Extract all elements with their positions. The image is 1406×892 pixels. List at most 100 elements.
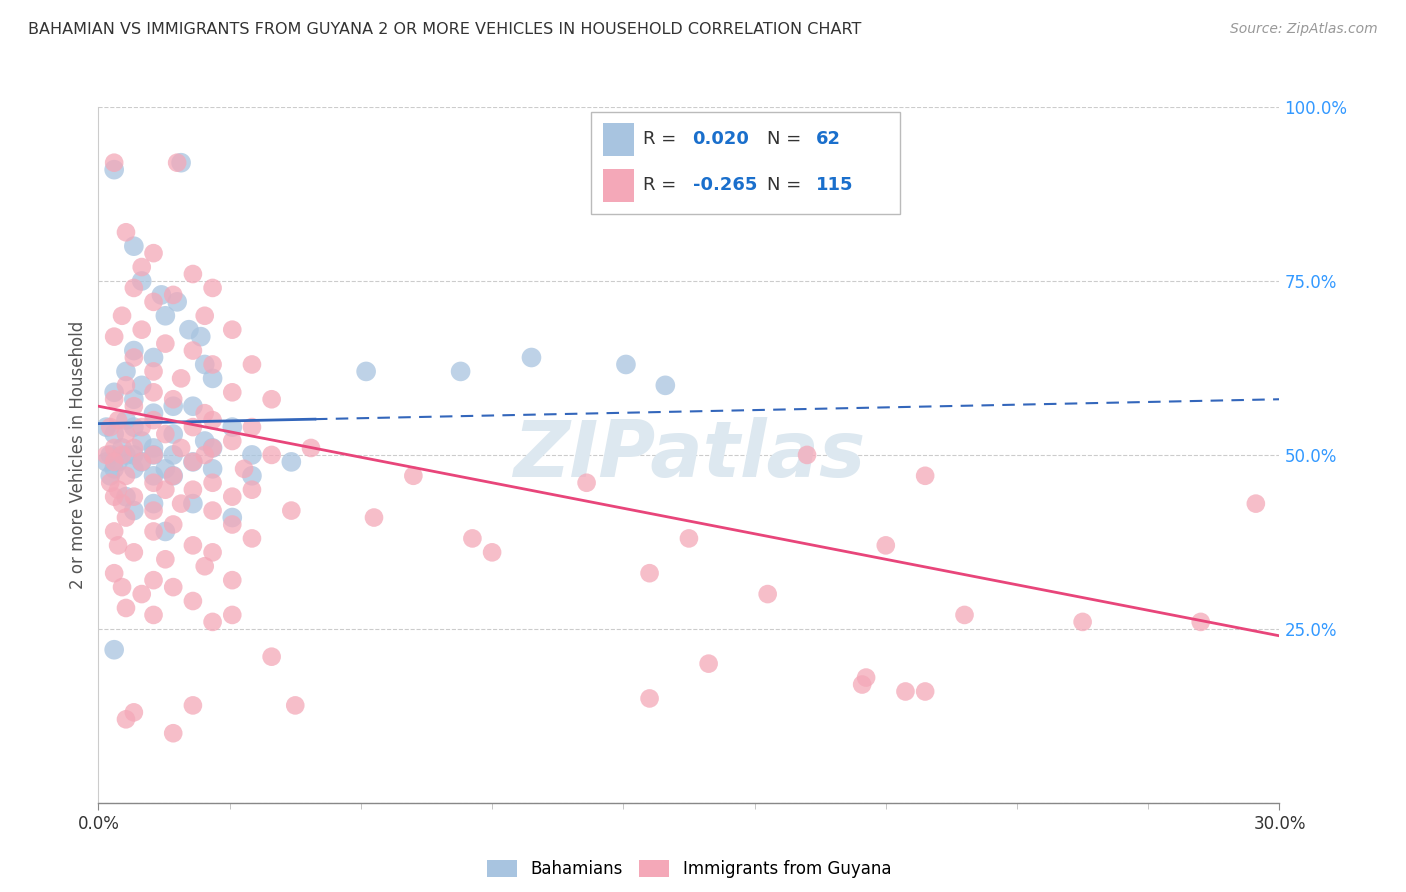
Point [122, 351, 145, 365]
Point [166, 294, 188, 309]
Point [115, 510, 138, 524]
Point [194, 406, 217, 420]
Point [240, 420, 263, 434]
Point [181, 420, 204, 434]
Point [520, 351, 543, 365]
Point [115, 427, 138, 442]
Point [155, 483, 177, 497]
Point [98, 448, 121, 462]
Point [103, 462, 125, 476]
Point [260, 392, 283, 407]
Point [115, 378, 138, 392]
Point [170, 441, 193, 455]
Point [280, 503, 302, 517]
Point [103, 427, 125, 442]
Point [162, 399, 184, 413]
Point [162, 392, 184, 407]
Point [142, 413, 165, 427]
Point [111, 497, 134, 511]
Point [678, 532, 700, 546]
Point [107, 455, 129, 469]
Point [756, 587, 779, 601]
Point [177, 323, 200, 337]
Point [122, 399, 145, 413]
Point [875, 538, 897, 552]
Text: 115: 115 [817, 177, 853, 194]
Point [96, 420, 118, 434]
Point [115, 413, 138, 427]
Point [150, 288, 173, 302]
Point [142, 475, 165, 490]
Point [221, 323, 243, 337]
Point [142, 448, 165, 462]
Point [142, 468, 165, 483]
Text: BAHAMIAN VS IMMIGRANTS FROM GUYANA 2 OR MORE VEHICLES IN HOUSEHOLD CORRELATION C: BAHAMIAN VS IMMIGRANTS FROM GUYANA 2 OR … [28, 22, 862, 37]
Point [131, 587, 153, 601]
Point [142, 441, 165, 455]
Point [221, 573, 243, 587]
Point [221, 434, 243, 448]
Point [201, 281, 224, 295]
Point [181, 538, 204, 552]
Point [122, 441, 145, 455]
Point [201, 615, 224, 629]
Point [1189, 615, 1212, 629]
Text: 0.020: 0.020 [693, 130, 749, 148]
Point [98, 420, 121, 434]
Point [194, 448, 217, 462]
Point [363, 510, 385, 524]
Point [221, 490, 243, 504]
Point [142, 351, 165, 365]
Point [142, 524, 165, 539]
Point [122, 281, 145, 295]
Point [142, 294, 165, 309]
Text: R =: R = [643, 130, 682, 148]
Point [354, 364, 377, 378]
Point [280, 455, 302, 469]
Point [181, 455, 204, 469]
Point [450, 364, 472, 378]
Point [240, 532, 263, 546]
Point [103, 490, 125, 504]
Point [122, 490, 145, 504]
Point [98, 468, 121, 483]
Point [122, 343, 145, 358]
Point [181, 267, 204, 281]
Point [162, 427, 184, 442]
Point [122, 239, 145, 253]
Point [402, 468, 425, 483]
Point [201, 441, 224, 455]
Point [194, 358, 217, 372]
Text: Source: ZipAtlas.com: Source: ZipAtlas.com [1230, 22, 1378, 37]
Point [131, 323, 153, 337]
Text: ZIPatlas: ZIPatlas [513, 417, 865, 493]
Point [111, 441, 134, 455]
Text: N =: N = [766, 130, 807, 148]
Point [122, 448, 145, 462]
Point [142, 406, 165, 420]
Point [162, 468, 184, 483]
Point [162, 288, 184, 302]
Text: 62: 62 [817, 130, 841, 148]
Point [201, 358, 224, 372]
Point [107, 538, 129, 552]
Point [103, 642, 125, 657]
Point [131, 378, 153, 392]
Point [654, 378, 676, 392]
Point [233, 462, 256, 476]
Point [131, 274, 153, 288]
Point [240, 448, 263, 462]
Point [162, 448, 184, 462]
Point [194, 309, 217, 323]
Point [155, 427, 177, 442]
Point [170, 497, 193, 511]
Point [638, 691, 661, 706]
Point [107, 413, 129, 427]
Point [142, 448, 165, 462]
Point [122, 545, 145, 559]
Point [107, 483, 129, 497]
Point [201, 462, 224, 476]
Point [221, 607, 243, 622]
Point [142, 503, 165, 517]
Point [162, 468, 184, 483]
